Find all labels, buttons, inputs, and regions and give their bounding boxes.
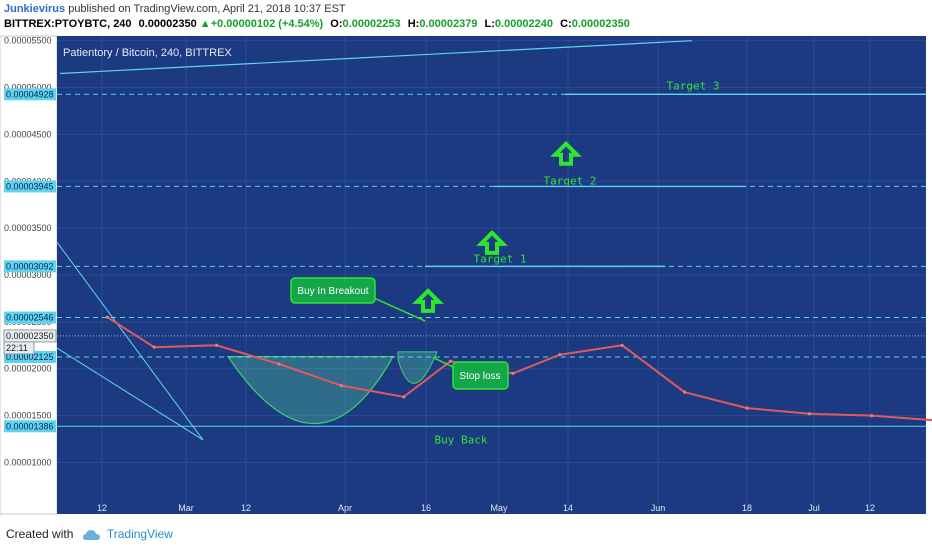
current-price-label: 0.00002350 bbox=[6, 331, 54, 341]
x-tick-label: Jun bbox=[651, 503, 666, 513]
y-tick-label: 0.00001000 bbox=[4, 457, 52, 467]
tradingview-brand[interactable]: TradingView bbox=[106, 527, 173, 541]
close-label: C: bbox=[560, 18, 572, 30]
y-tick-label: 0.00003000 bbox=[4, 270, 52, 280]
stop-callout-box bbox=[452, 361, 509, 390]
x-tick-label: 12 bbox=[241, 503, 251, 513]
y-tick-label: 0.00005500 bbox=[4, 36, 52, 46]
level-annotation: Target 2 bbox=[544, 174, 597, 187]
x-tick-label: 18 bbox=[742, 503, 752, 513]
price-point bbox=[511, 371, 515, 376]
price-point bbox=[402, 395, 406, 399]
x-tick-label: Jul bbox=[808, 503, 820, 513]
price-point bbox=[870, 413, 874, 418]
symbol-label: BITTREX:PTOYBTC, 240 bbox=[4, 18, 132, 30]
level-annotation: Buy Back bbox=[435, 433, 488, 446]
low-value: 0.00002240 bbox=[494, 18, 554, 30]
footer: Created with TradingView bbox=[6, 527, 173, 541]
x-tick-label: 12 bbox=[865, 503, 875, 513]
up-arrow-breakout bbox=[412, 288, 444, 313]
price-chart[interactable]: 0.000055000.000050000.000045000.00004000… bbox=[0, 0, 932, 520]
buy-callout-box bbox=[290, 277, 376, 304]
y-tick-label: 0.00002000 bbox=[4, 364, 52, 374]
up-arrow-target-2 bbox=[550, 140, 582, 166]
price-point bbox=[277, 362, 281, 366]
level-annotation: Target 3 bbox=[667, 79, 720, 92]
level-annotation: Target 1 bbox=[474, 252, 527, 265]
countdown-badge bbox=[3, 341, 35, 355]
y-tick-label: 0.00004500 bbox=[4, 129, 52, 139]
price-point bbox=[152, 345, 156, 349]
price-level-label: 0.00003945 bbox=[6, 181, 54, 191]
open-value: 0.00002253 bbox=[342, 18, 401, 30]
price-point bbox=[558, 353, 562, 357]
x-tick-label: Mar bbox=[178, 503, 194, 513]
buy-callout-label: Buy In Breakout bbox=[297, 286, 368, 297]
buy-callout-pointer bbox=[373, 297, 426, 322]
price-level-label: 0.00003092 bbox=[6, 261, 54, 271]
price-point bbox=[683, 390, 687, 394]
stop-callout-label: Stop loss bbox=[459, 371, 500, 382]
up-arrow-icon: ▲ bbox=[199, 18, 211, 30]
x-tick-label: 14 bbox=[563, 503, 573, 513]
high-label: H: bbox=[407, 18, 420, 30]
x-axis-panel bbox=[57, 514, 926, 520]
last-price: 0.00002350 bbox=[138, 18, 197, 30]
price-point bbox=[620, 343, 624, 347]
x-tick-label: May bbox=[490, 503, 508, 513]
close-value: 0.00002350 bbox=[571, 18, 630, 30]
price-level-badge bbox=[4, 260, 56, 273]
price-change: +0.00000102 (+4.54%) bbox=[210, 18, 324, 30]
price-point bbox=[745, 406, 749, 410]
price-point bbox=[105, 315, 109, 319]
price-point bbox=[215, 343, 219, 347]
price-level-badge bbox=[4, 180, 56, 193]
low-label: L: bbox=[484, 18, 495, 30]
tradingview-cloud-icon bbox=[82, 529, 100, 540]
upper-trendline bbox=[59, 40, 693, 75]
handle-pattern bbox=[397, 351, 438, 384]
price-point bbox=[449, 359, 453, 363]
wedge-line-lower bbox=[56, 347, 204, 441]
up-arrow-target-1 bbox=[476, 229, 508, 255]
price-point bbox=[339, 383, 343, 388]
price-level-badge bbox=[4, 88, 56, 101]
price-level-label: 0.00002125 bbox=[6, 352, 54, 362]
price-level-badge bbox=[4, 420, 56, 433]
x-tick-label: 12 bbox=[97, 503, 107, 513]
price-level-label: 0.00002546 bbox=[6, 313, 54, 323]
x-tick-label: 16 bbox=[421, 503, 431, 513]
wedge-line-upper bbox=[56, 241, 204, 441]
publish-line: Junkievirus published on TradingView.com… bbox=[4, 3, 346, 15]
open-label: O: bbox=[330, 18, 343, 30]
chart-title: Patientory / Bitcoin, 240, BITTREX bbox=[63, 47, 232, 59]
cup-pattern bbox=[226, 355, 395, 424]
y-tick-label: 0.00005000 bbox=[4, 83, 52, 93]
x-tick-label: Apr bbox=[338, 503, 352, 513]
stop-callout-pointer bbox=[432, 356, 456, 369]
price-point bbox=[807, 412, 812, 416]
y-axis-panel bbox=[0, 35, 58, 515]
y-tick-label: 0.00001500 bbox=[4, 411, 52, 421]
price-level-label: 0.00001386 bbox=[6, 421, 54, 431]
created-with-label: Created with bbox=[6, 527, 74, 541]
countdown-label: 22:11 bbox=[6, 343, 28, 353]
y-tick-label: 0.00003500 bbox=[4, 223, 52, 233]
high-value: 0.00002379 bbox=[419, 18, 478, 30]
author-name[interactable]: Junkievirus bbox=[4, 3, 66, 15]
price-level-label: 0.00004928 bbox=[6, 89, 54, 99]
ohlc-line: BITTREX:PTOYBTC, 240 0.00002350 ▲+0.0000… bbox=[4, 18, 630, 30]
publish-info: published on TradingView.com, April 21, … bbox=[65, 3, 346, 15]
price-level-badge bbox=[4, 311, 56, 324]
